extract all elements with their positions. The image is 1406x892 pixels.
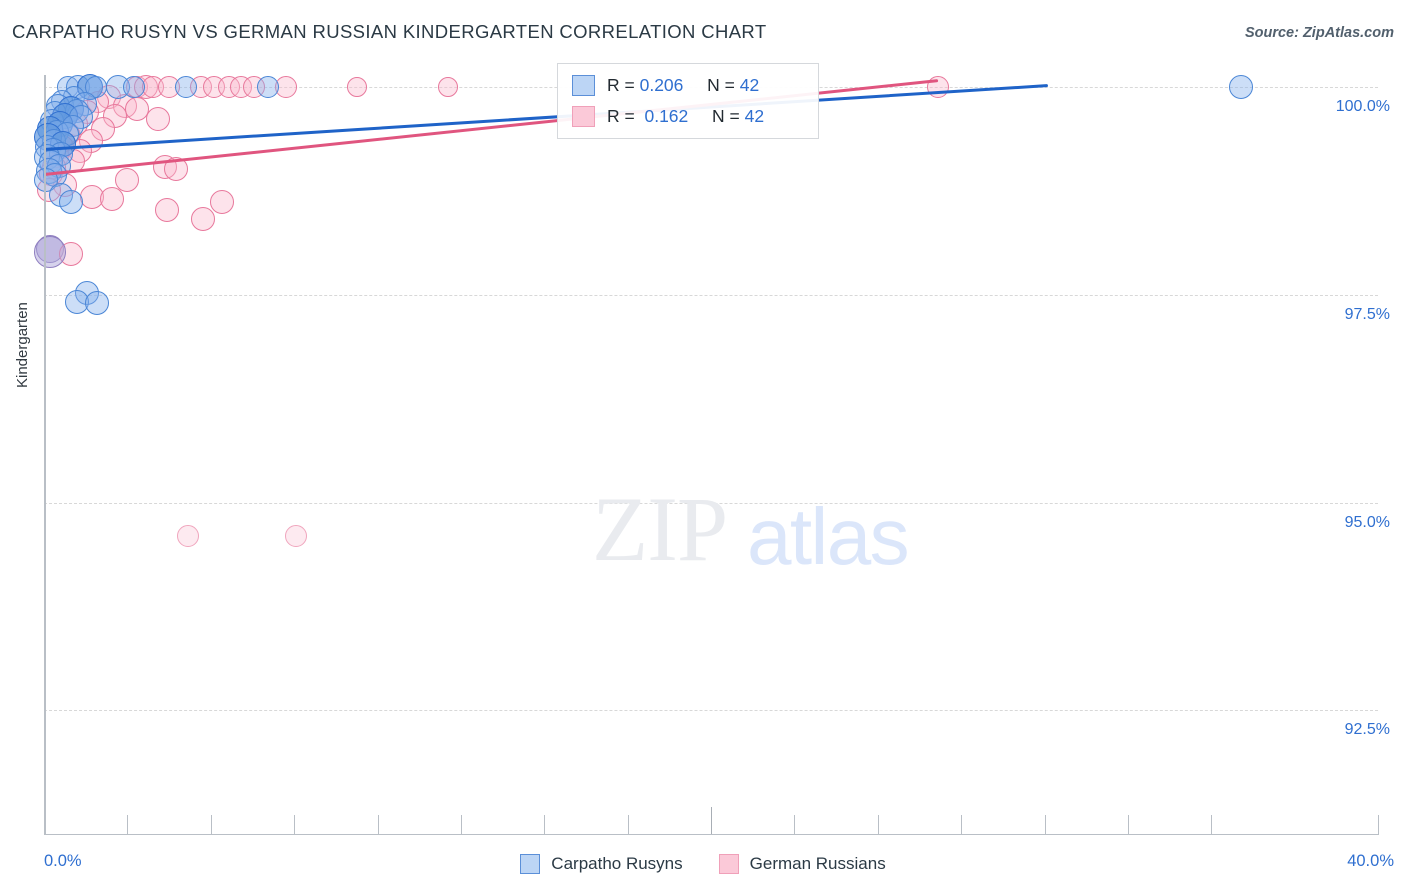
stats-text-pink: R = 0.162 N = 42 [607, 106, 765, 126]
data-point [347, 77, 368, 98]
y-tick-label-3: 92.5% [1344, 721, 1390, 739]
data-point [210, 190, 235, 215]
legend-item-carpatho-rusyns[interactable]: Carpatho Rusyns [520, 854, 683, 874]
data-point [65, 289, 90, 314]
y-axis-line [44, 75, 46, 835]
series-legend: Carpatho Rusyns German Russians [0, 848, 1406, 880]
data-point [123, 76, 146, 99]
stats-swatch-pink [572, 106, 595, 127]
x-tick-20 [711, 807, 712, 835]
correlation-stats-box: R = 0.206 N = 42 R = 0.162 N = 42 [557, 63, 819, 139]
x-tick-10 [377, 815, 379, 835]
y-tick-label-0: 100.0% [1335, 98, 1390, 116]
data-point [257, 76, 280, 99]
x-axis-min-label: 0.0% [44, 852, 82, 870]
stats-row-carpatho-rusyns: R = 0.206 N = 42 [572, 70, 808, 101]
x-tick-2-5 [127, 815, 129, 835]
legend-swatch-german-russians [718, 854, 739, 874]
x-tick-27-5 [961, 815, 963, 835]
plot-area: ZIP atlas [33, 74, 1379, 835]
data-point [58, 190, 83, 215]
x-tick-35 [1211, 815, 1213, 835]
stats-text-blue: R = 0.206 N = 42 [607, 75, 760, 95]
x-tick-15 [544, 815, 546, 835]
data-point [437, 77, 458, 98]
legend-swatch-carpatho-rusyns [520, 854, 541, 874]
data-point [146, 107, 171, 132]
x-tick-7-5 [294, 815, 296, 835]
data-point [34, 235, 67, 268]
data-point [100, 186, 125, 211]
watermark-zip: ZIP [592, 478, 728, 580]
legend-label-german-russians: German Russians [749, 854, 886, 873]
x-tick-12-5 [460, 815, 462, 835]
legend-item-german-russians[interactable]: German Russians [718, 854, 886, 874]
y-axis-title: Kindergarten [14, 302, 31, 388]
x-tick-5 [210, 815, 212, 835]
data-point [114, 168, 139, 193]
x-tick-30 [1044, 815, 1046, 835]
x-tick-22-5 [794, 815, 796, 835]
stats-row-german-russians: R = 0.162 N = 42 [572, 101, 808, 132]
stats-swatch-blue [572, 75, 595, 96]
x-tick-32-5 [1127, 815, 1129, 835]
gridline-97-5 [44, 295, 1378, 297]
x-tick-40 [1378, 815, 1379, 835]
gridline-95 [44, 502, 1378, 504]
gridline-92-5 [44, 710, 1378, 712]
source-attribution: Source: ZipAtlas.com [1244, 25, 1394, 41]
data-point [175, 76, 198, 99]
x-axis-line [44, 833, 1378, 835]
y-tick-label-1: 97.5% [1344, 306, 1390, 324]
data-point [155, 198, 180, 223]
x-axis-max-label: 40.0% [1347, 852, 1394, 870]
data-point [1229, 75, 1254, 100]
data-point [84, 291, 109, 316]
x-tick-17-5 [627, 815, 629, 835]
data-point [177, 524, 200, 547]
x-tick-25 [877, 815, 879, 835]
page-title: CARPATHO RUSYN VS GERMAN RUSSIAN KINDERG… [12, 21, 767, 42]
data-point [191, 206, 216, 231]
watermark: ZIP atlas [592, 478, 937, 581]
data-point [284, 524, 307, 547]
legend-label-carpatho-rusyns: Carpatho Rusyns [551, 854, 683, 873]
y-tick-label-2: 95.0% [1344, 513, 1390, 531]
